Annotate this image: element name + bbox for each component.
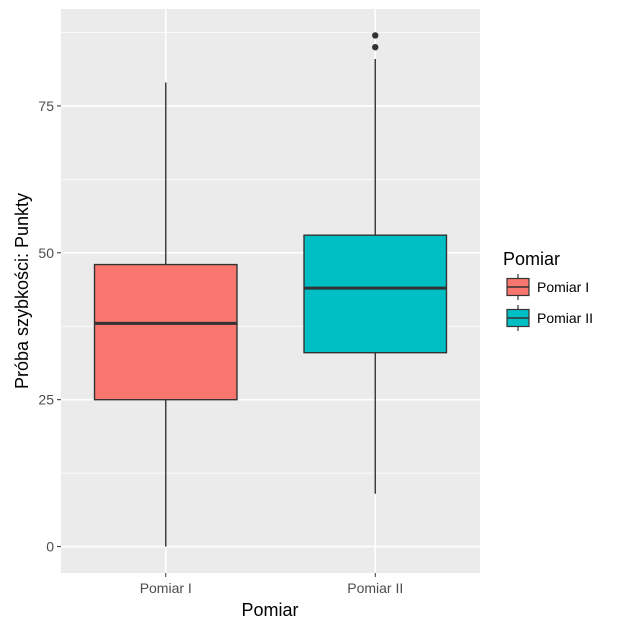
legend-item: Pomiar II [506,305,593,331]
x-tick-label: Pomiar II [347,580,403,596]
x-axis-title: Pomiar [241,600,298,620]
x-tick-label: Pomiar I [140,580,192,596]
legend: Pomiar Pomiar I Pomiar II [503,249,593,331]
boxes [93,32,448,547]
outlier-point [372,43,379,51]
box-iqr [93,263,238,401]
box-1 [93,82,238,547]
outlier-point [372,32,379,39]
y-tick-label: 50 [38,245,54,261]
y-tick-label: 25 [38,392,54,408]
y-axis-title: Próba szybkości: Punkty [12,193,32,389]
legend-label: Pomiar I [537,279,589,295]
x-axis: Pomiar I Pomiar II [140,573,403,596]
y-tick-label: 75 [38,98,54,114]
legend-title: Pomiar [503,249,560,269]
box-iqr [303,234,448,354]
box-2 [303,32,448,494]
y-tick-label: 0 [46,539,54,555]
legend-label: Pomiar II [537,310,593,326]
y-axis: 0 25 50 75 [38,98,61,555]
legend-item: Pomiar I [506,274,589,300]
